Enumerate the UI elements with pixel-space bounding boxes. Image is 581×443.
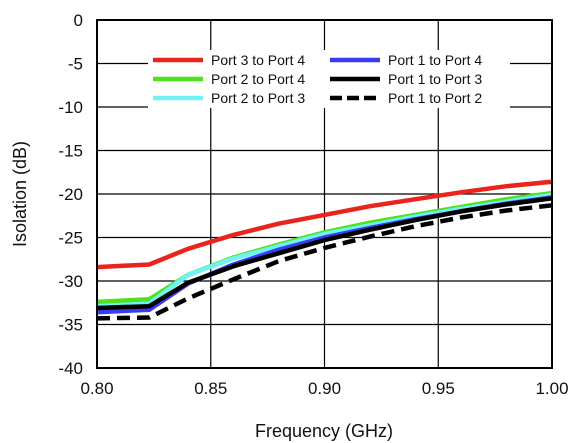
- x-tick-label: 0.80: [80, 379, 113, 398]
- data-series: [96, 179, 553, 321]
- x-tick-label: 0.85: [194, 379, 227, 398]
- x-tick-label: 1.00: [535, 379, 568, 398]
- legend-label: Port 1 to Port 2: [388, 90, 482, 106]
- y-tick-label: -20: [58, 185, 83, 204]
- x-axis-title: Frequency (GHz): [255, 421, 393, 441]
- y-axis-title: Isolation (dB): [10, 141, 30, 247]
- legend-label: Port 1 to Port 3: [388, 71, 482, 87]
- series-line-port-3-to-port-4: [96, 179, 553, 270]
- legend-label: Port 2 to Port 3: [211, 90, 305, 106]
- legend-label: Port 3 to Port 4: [211, 52, 305, 68]
- series-line-port-1-to-port-3: [96, 196, 553, 311]
- y-tick-label: -10: [58, 98, 83, 117]
- y-tick-label: -5: [68, 55, 83, 74]
- legend-label: Port 1 to Port 4: [388, 52, 482, 68]
- y-tick-label: -35: [58, 316, 83, 335]
- series-line-port-1-to-port-2: [96, 203, 553, 321]
- y-tick-labels: 0 -5 -10 -15 -20 -25 -30 -35 -40: [58, 11, 83, 378]
- y-tick-label: -40: [58, 359, 83, 378]
- legend: Port 3 to Port 4 Port 1 to Port 4 Port 2 t…: [148, 50, 510, 108]
- y-tick-label: -25: [58, 229, 83, 248]
- x-tick-label: 0.95: [422, 379, 455, 398]
- plot-frame: [96, 19, 553, 369]
- series-line-port-2-to-port-3: [96, 192, 553, 309]
- y-tick-label: -30: [58, 272, 83, 291]
- x-tick-label: 0.90: [308, 379, 341, 398]
- legend-label: Port 2 to Port 4: [211, 71, 305, 87]
- x-tick-labels: 0.80 0.85 0.90 0.95 1.00: [80, 379, 568, 398]
- y-tick-label: 0: [74, 11, 83, 30]
- y-tick-label: -15: [58, 142, 83, 161]
